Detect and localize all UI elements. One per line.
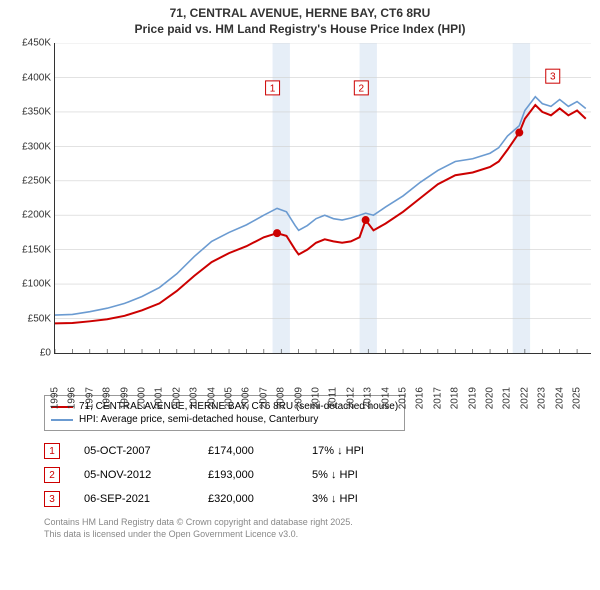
x-tick-label: 1996 xyxy=(65,387,78,409)
sales-price: £193,000 xyxy=(208,469,288,481)
y-tick-label: £0 xyxy=(40,348,54,359)
series-hpi xyxy=(55,97,586,315)
x-tick-label: 2014 xyxy=(378,387,391,409)
sales-delta: 17% ↓ HPI xyxy=(312,445,402,457)
sale-marker-number: 2 xyxy=(359,84,365,95)
sales-marker-number: 2 xyxy=(44,467,60,483)
y-tick-label: £450K xyxy=(22,38,54,49)
y-tick-label: £100K xyxy=(22,279,54,290)
sales-date: 05-NOV-2012 xyxy=(84,469,184,481)
y-tick-label: £300K xyxy=(22,141,54,152)
y-tick-label: £350K xyxy=(22,107,54,118)
title-address: 71, CENTRAL AVENUE, HERNE BAY, CT6 8RU xyxy=(0,6,600,22)
x-tick-label: 2022 xyxy=(517,387,530,409)
footer-line-1: Contains HM Land Registry data © Crown c… xyxy=(44,517,590,529)
chart-svg: 1 2 3 xyxy=(54,43,591,354)
sales-marker-number: 1 xyxy=(44,443,60,459)
sales-row: 2 05-NOV-2012 £193,000 5% ↓ HPI xyxy=(44,463,590,487)
sales-row: 3 06-SEP-2021 £320,000 3% ↓ HPI xyxy=(44,487,590,511)
x-tick-label: 2023 xyxy=(535,387,548,409)
x-tick-label: 2005 xyxy=(222,387,235,409)
x-tick-label: 1995 xyxy=(48,387,61,409)
legend-item: HPI: Average price, semi-detached house,… xyxy=(51,413,398,426)
x-tick-label: 2006 xyxy=(239,387,252,409)
legend-swatch xyxy=(51,419,73,421)
y-tick-label: £150K xyxy=(22,244,54,255)
sales-price: £320,000 xyxy=(208,493,288,505)
x-tick-label: 2000 xyxy=(135,387,148,409)
title-block: 71, CENTRAL AVENUE, HERNE BAY, CT6 8RU P… xyxy=(0,0,600,39)
x-tick-label: 2001 xyxy=(152,387,165,409)
legend-label: HPI: Average price, semi-detached house,… xyxy=(79,414,318,425)
y-tick-label: £200K xyxy=(22,210,54,221)
sales-delta: 3% ↓ HPI xyxy=(312,493,402,505)
x-tick-label: 2019 xyxy=(465,387,478,409)
sale-marker-number: 1 xyxy=(270,84,276,95)
x-tick-label: 1997 xyxy=(82,387,95,409)
title-subtitle: Price paid vs. HM Land Registry's House … xyxy=(0,22,600,38)
sale-dot xyxy=(515,129,523,137)
x-tick-label: 2017 xyxy=(430,387,443,409)
x-tick-label: 2018 xyxy=(448,387,461,409)
sales-date: 06-SEP-2021 xyxy=(84,493,184,505)
sales-delta: 5% ↓ HPI xyxy=(312,469,402,481)
x-tick-label: 2010 xyxy=(309,387,322,409)
y-tick-label: £250K xyxy=(22,175,54,186)
sales-table: 1 05-OCT-2007 £174,000 17% ↓ HPI 2 05-NOV-201… xyxy=(44,439,590,511)
x-tick-label: 2008 xyxy=(274,387,287,409)
x-tick-label: 2013 xyxy=(361,387,374,409)
x-tick-label: 2003 xyxy=(187,387,200,409)
x-tick-label: 2011 xyxy=(326,387,339,409)
x-tick-label: 2002 xyxy=(169,387,182,409)
x-tick-label: 2012 xyxy=(343,387,356,409)
x-tick-label: 1998 xyxy=(100,387,113,409)
sales-date: 05-OCT-2007 xyxy=(84,445,184,457)
x-tick-label: 2021 xyxy=(500,387,513,409)
x-tick-label: 2015 xyxy=(396,387,409,409)
x-tick-label: 2024 xyxy=(552,387,565,409)
y-tick-label: £50K xyxy=(28,313,54,324)
sales-marker-number: 3 xyxy=(44,491,60,507)
footer-attribution: Contains HM Land Registry data © Crown c… xyxy=(44,517,590,540)
x-tick-label: 2007 xyxy=(256,387,269,409)
sale-dot xyxy=(273,229,281,237)
footer-line-2: This data is licensed under the Open Gov… xyxy=(44,529,590,541)
sales-price: £174,000 xyxy=(208,445,288,457)
chart-area: 1 2 3 £0 £50K £100K £150K £200K £250K £300K £350K £… xyxy=(10,43,590,387)
sale-dot xyxy=(362,216,370,224)
sale-marker-number: 3 xyxy=(550,72,556,83)
x-tick-label: 2025 xyxy=(570,387,583,409)
x-tick-label: 2016 xyxy=(413,387,426,409)
y-tick-label: £400K xyxy=(22,72,54,83)
sales-row: 1 05-OCT-2007 £174,000 17% ↓ HPI xyxy=(44,439,590,463)
x-tick-label: 1999 xyxy=(117,387,130,409)
x-tick-label: 2020 xyxy=(483,387,496,409)
x-tick-label: 2009 xyxy=(291,387,304,409)
x-tick-label: 2004 xyxy=(204,387,217,409)
chart-container: 71, CENTRAL AVENUE, HERNE BAY, CT6 8RU P… xyxy=(0,0,600,541)
